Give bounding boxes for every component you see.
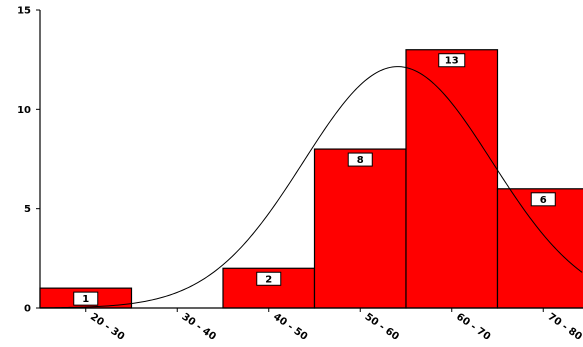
data-label-box (347, 152, 373, 167)
data-label: 2 (256, 271, 282, 286)
data-labels: 1 2 8 13 6 (73, 53, 556, 306)
bar-70-80 (496, 188, 583, 309)
data-label: 13 (438, 53, 466, 68)
x-category-label: 50 - 60 (363, 311, 401, 342)
normal-curve-overlay (39, 66, 583, 309)
x-category-label: 30 - 40 (180, 311, 218, 342)
data-label-text: 13 (445, 56, 459, 67)
data-label: 6 (530, 192, 556, 207)
data-label-text: 2 (265, 274, 272, 285)
x-category-label: 60 - 70 (454, 311, 492, 342)
x-category-label: 70 - 80 (546, 311, 583, 342)
data-label-text: 8 (357, 155, 364, 166)
data-label-text: 1 (82, 294, 89, 305)
data-label-box (73, 291, 99, 306)
bar-60-70 (405, 49, 499, 309)
y-tick-label: 5 (24, 204, 31, 215)
x-axis: 20 - 30 30 - 40 40 - 50 50 - 60 60 - 70 70 - … (40, 307, 583, 343)
data-label: 1 (73, 291, 99, 306)
data-label-box (530, 192, 556, 207)
x-category-label: 40 - 50 (271, 311, 309, 342)
data-label-box (438, 53, 466, 68)
bar-50-60 (313, 148, 407, 309)
data-label: 8 (347, 152, 373, 167)
y-tick-label: 15 (17, 6, 31, 17)
bars (39, 49, 583, 309)
y-axis: 0 5 10 15 (17, 6, 41, 315)
normal-curve-line (39, 66, 583, 309)
data-label-box (256, 271, 282, 286)
y-tick-label: 0 (24, 304, 31, 315)
data-label-text: 6 (540, 195, 547, 206)
x-category-label: 20 - 30 (88, 311, 126, 342)
y-tick-label: 10 (17, 105, 31, 116)
